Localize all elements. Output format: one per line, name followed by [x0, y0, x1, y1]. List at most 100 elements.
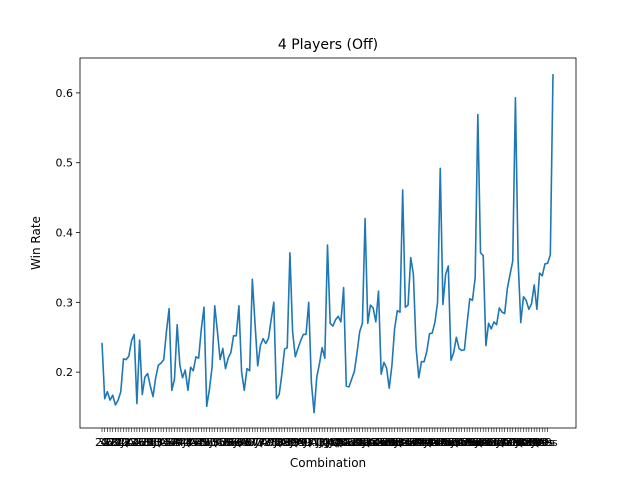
x-tick-label: T3s: [389, 436, 410, 449]
x-tick-label: 44: [162, 436, 176, 449]
x-tick-label: Q8: [274, 436, 290, 449]
x-tick-label: Q9: [290, 436, 306, 449]
x-tick-label: A5s: [457, 436, 478, 449]
x-tick-label: Q3s: [395, 436, 417, 449]
x-tick-label: A6s: [481, 436, 502, 449]
x-tick-label: QQ: [322, 436, 340, 449]
x-tick-label: Q4: [183, 436, 199, 449]
x-tick-label: 52s: [344, 436, 364, 449]
y-tick-label: 0.5: [56, 157, 74, 170]
x-tick-label: KQ: [325, 436, 341, 449]
x-tick-label: J3s: [394, 436, 411, 449]
x-tick-label: 63s: [379, 436, 399, 449]
x-tick-label: 75: [197, 436, 211, 449]
x-tick-label: T3: [148, 436, 163, 449]
x-tick-label: 95s: [444, 436, 464, 449]
y-tick-label: 0.6: [56, 87, 74, 100]
x-tick-label: K9: [294, 436, 308, 449]
y-tick-label: 0.4: [56, 227, 74, 240]
x-tick-label: K9s: [535, 436, 555, 449]
x-tick-label: 43: [133, 436, 147, 449]
x-tick-label: AT: [310, 436, 324, 449]
x-tick-label: 83: [143, 436, 157, 449]
x-tick-label: 96s: [468, 436, 488, 449]
y-axis-ticks: 0.2 0.3 0.4 0.5 0.6: [56, 87, 80, 379]
x-tick-label: AA: [336, 436, 352, 449]
x-tick-label: T9s: [526, 436, 547, 449]
x-tick-label: K6: [237, 436, 251, 449]
x-tick-label: K8: [277, 436, 291, 449]
x-tick-label: 77: [243, 436, 257, 449]
x-tick-label: K5s: [454, 436, 474, 449]
x-tick-label: Q5s: [451, 436, 473, 449]
x-tick-label: 98s: [508, 436, 528, 449]
x-tick-label: A3: [159, 436, 174, 449]
x-tick-label: 75s: [438, 436, 458, 449]
x-tick-label: 84: [173, 436, 187, 449]
y-axis-label: Win Rate: [29, 216, 43, 270]
x-tick-label: 85: [200, 436, 214, 449]
x-tick-label: 73s: [382, 436, 402, 449]
x-tick-label: 74: [170, 436, 184, 449]
x-tick-label: A5: [216, 436, 231, 449]
x-tick-label: 65s: [436, 436, 456, 449]
x-tick-label: 93s: [387, 436, 407, 449]
x-tick-label: 97s: [489, 436, 509, 449]
x-tick-label: 97: [248, 436, 262, 449]
x-tick-label: 62s: [347, 436, 367, 449]
x-tick-label: T6s: [470, 436, 491, 449]
x-tick-label: A8: [280, 436, 295, 449]
x-tick-label: A9: [296, 436, 311, 449]
x-tick-label: 54: [165, 436, 179, 449]
x-tick-label: J6s: [474, 436, 491, 449]
x-tick-label: 64s: [409, 436, 429, 449]
series-line: [101, 74, 554, 414]
x-tick-label: K7: [259, 436, 273, 449]
x-tick-label: 54s: [406, 436, 426, 449]
x-tick-label: T8: [269, 436, 284, 449]
x-axis-label: Combination: [290, 456, 366, 470]
x-tick-label: Q8s: [515, 436, 537, 449]
x-tick-label: J5: [209, 436, 220, 449]
x-tick-label: T5s: [446, 436, 467, 449]
x-tick-label: 83s: [385, 436, 405, 449]
x-tick-label: 43s: [374, 436, 394, 449]
x-tick-label: 86: [224, 436, 238, 449]
x-tick-label: Q7s: [497, 436, 519, 449]
x-tick-label: J3: [152, 436, 163, 449]
x-tick-label: 76: [221, 436, 235, 449]
x-tick-label: 73: [141, 436, 155, 449]
x-tick-label: TT: [298, 436, 313, 449]
x-tick-label: 92: [114, 436, 128, 449]
x-tick-label: 87s: [487, 436, 507, 449]
x-tick-label: 66: [218, 436, 232, 449]
x-tick-label: J9s: [531, 436, 548, 449]
x-tick-label: T8s: [510, 436, 531, 449]
x-tick-label: 88s: [506, 436, 526, 449]
x-tick-label: 32s: [339, 436, 359, 449]
x-tick-label: T4: [177, 436, 192, 449]
x-tick-label: A4: [189, 436, 204, 449]
x-tick-label: KK: [331, 436, 346, 449]
x-tick-label: 72s: [350, 436, 370, 449]
x-tick-label: A9s: [537, 436, 558, 449]
x-tick-label: Q3: [153, 436, 169, 449]
x-tick-label: 32: [98, 436, 112, 449]
x-tick-label: AQ: [328, 436, 344, 449]
x-tick-label: 99: [283, 436, 297, 449]
x-tick-label: T9: [285, 436, 300, 449]
x-tick-label: K2s: [366, 436, 386, 449]
x-tick-label: K8s: [519, 436, 539, 449]
x-tick-label: K3s: [398, 436, 418, 449]
x-tick-label: 94s: [417, 436, 437, 449]
x-tick-label: 84s: [414, 436, 434, 449]
x-tick-label: A7s: [503, 436, 524, 449]
y-tick-label: 0.3: [56, 296, 74, 309]
x-tick-label: J7: [254, 436, 265, 449]
x-tick-label: K2: [124, 436, 138, 449]
x-tick-label: JT: [303, 436, 314, 449]
x-tick-label: 76s: [463, 436, 483, 449]
x-tick-label: Q7: [255, 436, 271, 449]
x-tick-label: J8s: [514, 436, 531, 449]
